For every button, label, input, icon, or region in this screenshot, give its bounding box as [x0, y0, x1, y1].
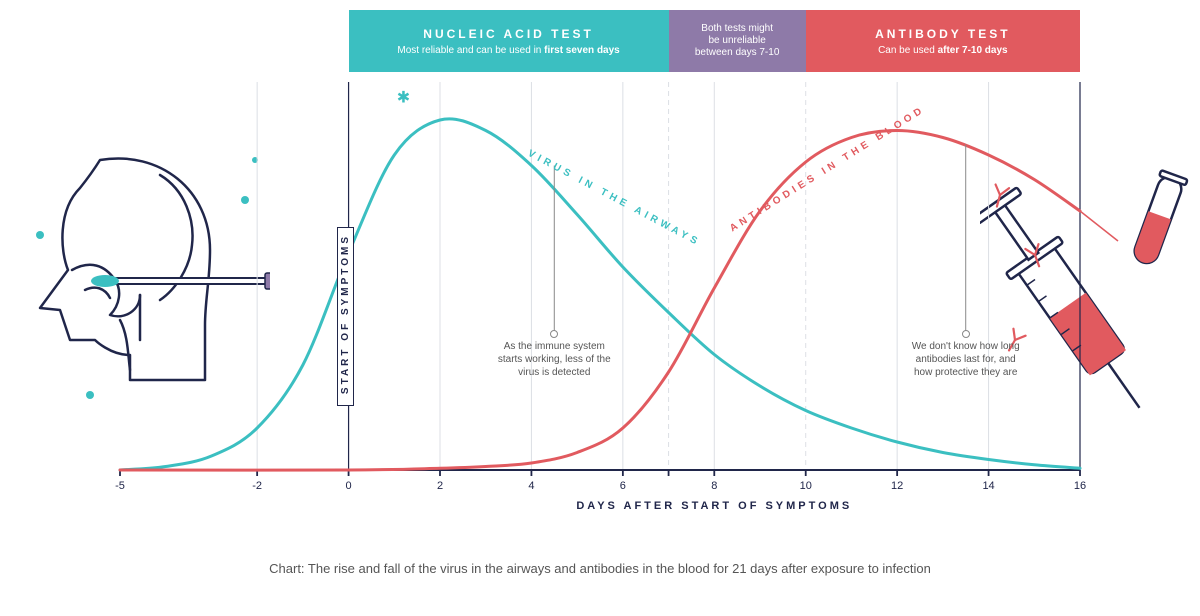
x-tick: -5	[115, 480, 125, 492]
x-tick: 4	[528, 480, 534, 492]
banner-middle: Both tests mightbe unreliablebetween day…	[669, 10, 806, 72]
banner-nucleic: NUCLEIC ACID TESTMost reliable and can b…	[349, 10, 669, 72]
x-tick: 16	[1074, 480, 1086, 492]
x-tick: 2	[437, 480, 443, 492]
x-tick: 8	[711, 480, 717, 492]
chart-container: ✱ NUCLEIC ACID TESTMost reliable and can…	[0, 10, 1200, 530]
start-of-symptoms-label: START OF SYMPTOMS	[340, 234, 351, 394]
banner-antibody: ANTIBODY TESTCan be used after 7-10 days	[806, 10, 1080, 72]
x-tick: 6	[620, 480, 626, 492]
x-tick: 0	[346, 480, 352, 492]
chart-caption: Chart: The rise and fall of the virus in…	[0, 560, 1200, 578]
x-axis-label: DAYS AFTER START OF SYMPTOMS	[349, 500, 1080, 512]
banner-row: NUCLEIC ACID TESTMost reliable and can b…	[349, 10, 1080, 72]
svg-text:✱: ✱	[397, 90, 410, 107]
x-tick: 10	[800, 480, 812, 492]
unknown-note: We don't know how long antibodies last f…	[906, 330, 1026, 379]
plot-area: ✱	[0, 10, 1200, 530]
x-tick: 14	[982, 480, 994, 492]
x-tick: -2	[252, 480, 262, 492]
immune-note: As the immune system starts working, les…	[494, 330, 614, 379]
x-tick: 12	[891, 480, 903, 492]
start-of-symptoms-box: START OF SYMPTOMS	[337, 227, 354, 406]
